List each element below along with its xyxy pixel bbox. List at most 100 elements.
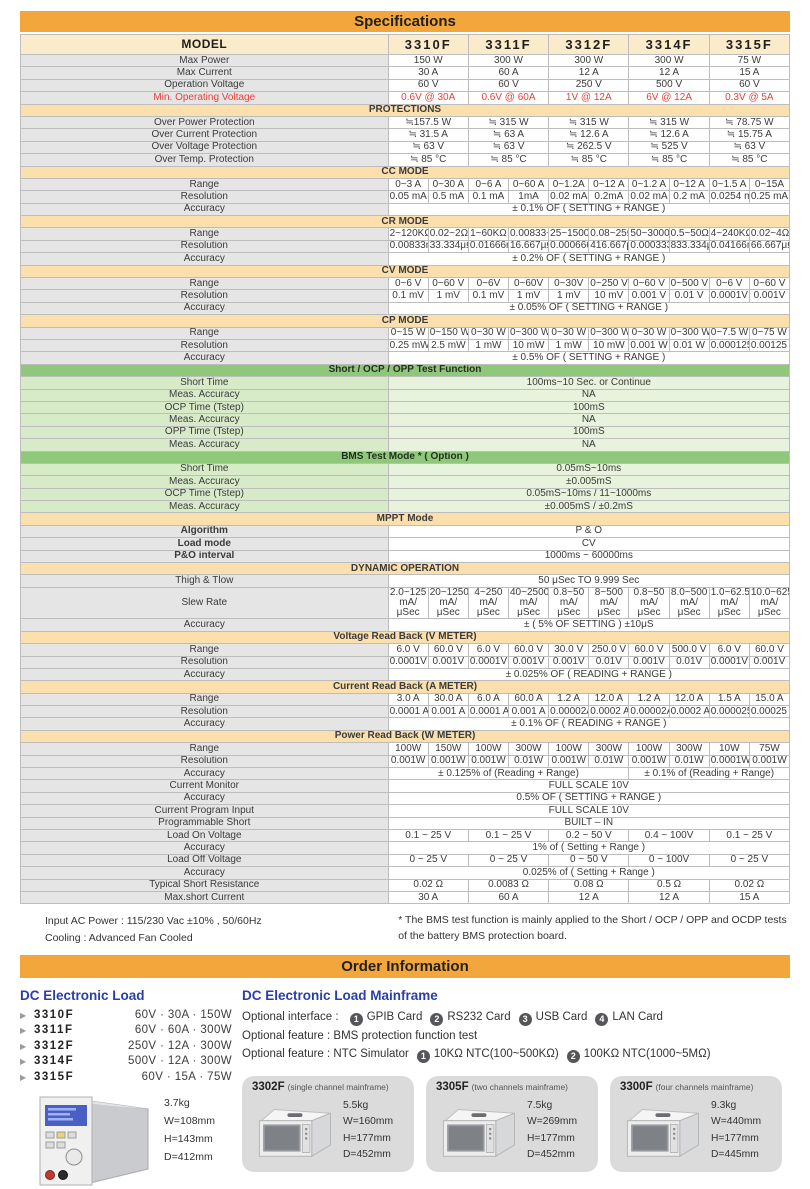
load-model-spec: 60V · 30A · 150W [134,1008,232,1021]
option-line-prefix: Optional feature : BMS protection functi… [242,1029,478,1042]
spec-value: 0.05mS~10ms / 11~1000ms [387,487,791,502]
list-arrow-icon: ▶ [20,1010,27,1020]
spec-value: 1% of ( Setting + Range ) [387,841,791,855]
section-header: DYNAMIC OPERATION [20,561,790,576]
spec-value: 1 mV [507,289,550,303]
row-label: OCP Time (Tstep) [20,400,389,415]
spec-value: 10.0~625 mA/μSec [748,586,791,620]
spec-value: 60 V [467,78,550,93]
spec-value: 0.1 mA [467,190,510,204]
spec-value: 0.1 ~ 25 V [708,828,791,843]
spec-value: 0~15 W [387,326,429,341]
power-cooling-note: Input AC Power : 115/230 Vac ±10% , 50/6… [45,913,368,946]
spec-value: 0~75 W [748,326,791,341]
spec-value: 50 μSec TO 9.999 Sec [387,574,791,588]
section-row: Voltage Read Back (V METER) [20,630,790,645]
mainframe-dimension-line: 5.5kg [343,1099,369,1111]
spec-value: 0.2 mA [668,190,710,204]
spec-value: 60 A [467,890,550,905]
spec-value: 0.01W [588,754,630,769]
spec-value: 1.2 A [548,692,590,707]
spec-value: 12 A [548,66,630,80]
row-label: Range [20,692,389,707]
spec-value: 1~60KΩ [467,227,510,241]
spec-row: Current Program Input FULL SCALE 10V [20,804,791,818]
spec-value: 100W [467,742,510,756]
row-label: Meas. Accuracy [20,388,389,402]
spec-value: 60.0 V [748,643,791,657]
mainframe-option-line: Optional interface : 1 GPIB Card 2 RS232 Ca… [242,1008,790,1027]
spec-value: 6.0 A [467,692,510,707]
spec-value: 0~60 V [748,277,791,291]
mainframe-card-body: 7.5kg W=269mm H=177mm D=452mm [436,1098,588,1164]
spec-row: Meas. Accuracy ±0.005mS / ±0.2mS [20,500,791,514]
section-row: CR MODE [20,215,790,229]
spec-row: Range 100W 150W 100W 300W 100W 300W 100W 300W 10W… [20,742,791,756]
spec-row: Programmable Short BUILT – IN [20,816,791,831]
spec-value: ± ( 5% OF SETTING ) ±10μS [387,618,791,632]
spec-value: 0.00002A [628,705,670,719]
spec-value: 0~30 W [548,326,590,341]
spec-value: 500.0 V [668,643,710,657]
spec-value: 8.0~500 mA/μSec [668,586,710,620]
spec-table: MODEL 3310F 3311F 3312F 3314F 3315F Max Power 1… [20,34,791,905]
spec-value: 0~6V [467,277,510,291]
spec-value: 0.001V [628,655,670,669]
spec-value: 0~30V [548,277,590,291]
spec-value: ≒ 315 W [548,115,630,130]
row-label: Load On Voltage [20,828,389,843]
spec-value: 0.8~50 mA/μSec [628,586,670,620]
spec-value: ± 0.1% of (Reading + Range) [628,767,790,781]
spec-value: 60 A [467,66,550,80]
spec-value: NA [387,388,791,402]
spec-value: ±0.005mS [387,475,791,489]
spec-value: 100W [628,742,670,756]
specifications-banner: Specifications [20,11,790,32]
spec-value: ≒ 85 °C [548,153,630,167]
row-label: Accuracy [20,301,389,316]
row-label: Resolution [20,239,389,254]
mainframe-image [258,1108,331,1157]
spec-row: Min. Operating Voltage 0.6V @ 30A 0.6V @ 6… [20,91,791,105]
spec-row: Accuracy ± 0.025% OF ( READING + RANGE ) [20,667,791,682]
section-header: Current Read Back (A METER) [20,680,790,694]
spec-row: Operation Voltage 60 V 60 V 250 V 500 V 60 V [20,78,791,93]
spec-value: 150 W [387,53,469,68]
spec-value: 0.01W [507,754,550,769]
spec-row: OCP Time (Tstep) 100mS [20,400,791,415]
option-line-prefix: Optional feature : NTC Simulator [242,1048,409,1061]
spec-value: ± 0.2% OF ( SETTING + RANGE ) [387,252,791,266]
row-label: Resolution [20,754,389,769]
spec-value: 0.25 mA [748,190,791,204]
spec-value: 0.08~25Ω [588,227,630,241]
row-label: Range [20,277,389,291]
spec-value: ≒ 315 W [467,115,550,130]
spec-value: 0.2mA [588,190,630,204]
spec-value: 300W [588,742,630,756]
row-label: OPP Time (Tstep) [20,425,389,440]
row-label: Max Power [20,53,389,68]
spec-value: 0.000125 W [708,338,750,353]
row-label: Range [20,326,389,341]
row-label: Accuracy [20,667,389,682]
spec-value: 0.00025 A [748,705,791,719]
spec-row: Accuracy 0.5% OF ( SETTING + RANGE ) [20,791,791,806]
spec-value: 0.04166mS [708,239,750,254]
spec-value: 4~240KΩ [708,227,750,241]
spec-value: 100mS [387,425,791,440]
load-model-spec: 250V · 12A · 300W [128,1039,232,1052]
spec-value: 100W [387,742,429,756]
mainframe-dimensions: 5.5kg W=160mm H=177mm D=452mm [343,1098,393,1164]
footnotes: Input AC Power : 115/230 Vac ±10% , 50/6… [20,913,790,946]
spec-value: 500 V [628,78,710,93]
row-label: Resolution [20,705,389,719]
mainframe-card-body: 5.5kg W=160mm H=177mm D=452mm [252,1098,404,1164]
spec-value: ≒ 85 °C [708,153,791,167]
spec-value: 0~60 V [628,277,670,291]
spec-row: Resolution 0.0001 A 0.001 A 0.0001 A 0.001 A… [20,705,791,719]
option-card-label: USB Card [535,1010,588,1023]
section-header: BMS Test Mode * ( Option ) [20,450,790,464]
spec-value: FULL SCALE 10V [387,779,791,793]
number-badge-icon: 1 [416,1049,430,1063]
spec-row: Range 6.0 V 60.0 V 6.0 V 60.0 V 30.0 V 250.0 V… [20,643,791,657]
